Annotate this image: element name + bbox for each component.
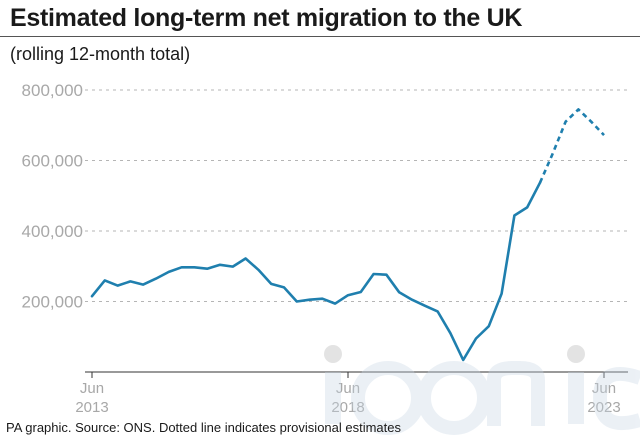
series-line-provisional xyxy=(538,108,605,184)
series-line-solid xyxy=(90,181,542,362)
y-tick-label: 600,000 xyxy=(22,152,83,171)
y-tick-label: 400,000 xyxy=(22,222,83,241)
x-tick-label: Jun xyxy=(80,380,104,397)
chart-subtitle: (rolling 12-month total) xyxy=(10,44,191,64)
grid-lines xyxy=(85,89,628,302)
x-tick-label: Jun xyxy=(336,380,360,397)
y-axis-ticks: 800,000 600,000 400,000 200,000 xyxy=(22,81,83,312)
y-tick-label: 800,000 xyxy=(22,81,83,100)
title-divider xyxy=(0,36,640,37)
y-tick-label: 200,000 xyxy=(22,293,83,312)
x-tick-label: Jun xyxy=(592,380,616,397)
x-tick-label: 2023 xyxy=(587,399,620,416)
x-axis-ticks: Jun 2013 Jun 2018 Jun 2023 xyxy=(75,372,621,416)
chart-title: Estimated long-term net migration to the… xyxy=(10,4,523,32)
x-tick-label: 2018 xyxy=(331,399,364,416)
x-tick-label: 2013 xyxy=(75,399,108,416)
watermark-logo xyxy=(324,345,640,435)
source-note: PA graphic. Source: ONS. Dotted line ind… xyxy=(6,420,402,435)
